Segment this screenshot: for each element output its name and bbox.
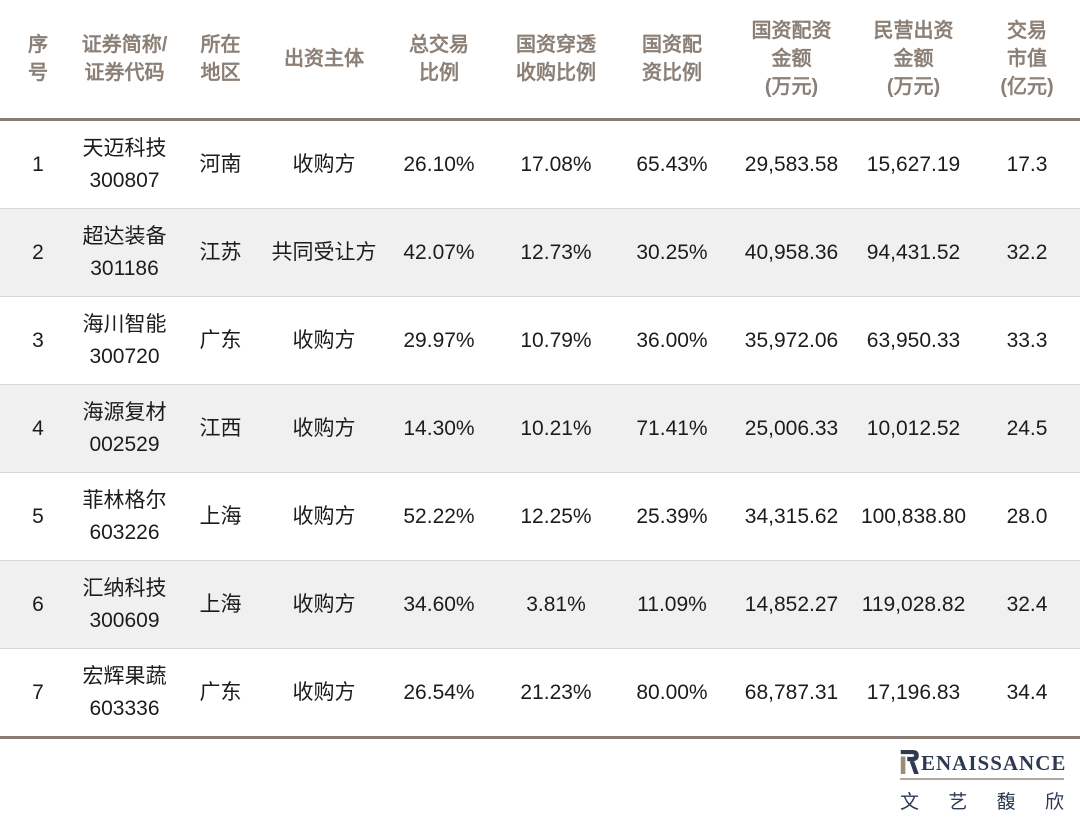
- table-row: 6 汇纳科技 300609 上海 收购方 34.60% 3.81% 11.09% 14,852…: [0, 560, 1080, 649]
- table-cell: 河南: [199, 152, 242, 176]
- column-header: 证券简称/ 证券代码: [76, 0, 173, 121]
- table-cell: 12.73%: [520, 240, 592, 264]
- table-cell: 32.2: [1006, 240, 1048, 264]
- renaissance-wordmark: ENAISSANCE: [900, 750, 1067, 775]
- table-cell: 21.23%: [520, 680, 592, 704]
- table-cell: 34.4: [1006, 680, 1048, 704]
- table-cell: 28.0: [1006, 504, 1048, 528]
- table-cell: 3.81%: [526, 592, 586, 616]
- table-cell: 上海: [199, 504, 242, 528]
- table-cell: 10.21%: [520, 416, 592, 440]
- table-row: 7 宏辉果蔬 603336 广东 收购方 26.54% 21.23% 80.00% 68,78…: [0, 649, 1080, 738]
- table-cell: 上海: [199, 592, 242, 616]
- column-header: 国资配资 金额 (万元): [730, 0, 853, 121]
- table-cell: 17,196.83: [866, 680, 961, 704]
- table-row: 1 天迈科技 300807 河南 收购方 26.10% 17.08% 65.43% 29,58…: [0, 120, 1080, 209]
- table-cell: 收购方: [292, 328, 356, 352]
- table-cell: 江西: [199, 416, 242, 440]
- column-header: 总交易 比例: [380, 0, 498, 121]
- table-cell: 65.43%: [636, 152, 708, 176]
- table-cell: 17.3: [1006, 152, 1048, 176]
- column-header: 国资穿透 收购比例: [498, 0, 614, 121]
- table-cell: 34.60%: [403, 592, 475, 616]
- column-header: 民营出资 金额 (万元): [853, 0, 974, 121]
- table-cell: 4: [32, 416, 44, 440]
- table-cell: 2: [32, 240, 44, 264]
- table-cell: 63,950.33: [866, 328, 961, 352]
- table-cell: 52.22%: [403, 504, 475, 528]
- table-cell: 共同受让方: [271, 240, 377, 264]
- table-row: 2 超达装备 301186 江苏 共同受让方 42.07% 12.73% 30.25% 40,…: [0, 208, 1080, 297]
- table-cell: 海源复材 002529: [82, 401, 167, 456]
- table-cell: 6: [32, 592, 44, 616]
- table-cell: 广东: [199, 328, 242, 352]
- table-row: 4 海源复材 002529 江西 收购方 14.30% 10.21% 71.41% 25,00…: [0, 384, 1080, 473]
- table-cell: 10,012.52: [866, 416, 961, 440]
- table-cell: 收购方: [292, 680, 356, 704]
- table-cell: 100,838.80: [860, 504, 967, 528]
- table-cell: 5: [32, 504, 44, 528]
- wordmark-text: ENAISSANCE: [921, 751, 1067, 775]
- table-cell: 收购方: [292, 152, 356, 176]
- footer: ENAISSANCE 文艺馥欣: [0, 739, 1080, 825]
- brand-name-cn: 文艺馥欣: [900, 792, 1064, 813]
- table-cell: 35,972.06: [744, 328, 839, 352]
- securities-data-table: 序 号证券简称/ 证券代码 所在 地区 出资主体 总交易 比例 国资穿透 收购比例 国资配…: [0, 0, 1080, 738]
- table-cell: 119,028.82: [861, 592, 966, 616]
- table-cell: 广东: [199, 680, 242, 704]
- table-cell: 71.41%: [636, 416, 708, 440]
- column-header: 国资配 资比例: [614, 0, 730, 121]
- table-cell: 收购方: [292, 504, 356, 528]
- table-cell: 14,852.27: [744, 592, 839, 616]
- column-header: 所在 地区: [173, 0, 268, 121]
- table-cell: 25.39%: [636, 504, 708, 528]
- table-cell: 26.54%: [403, 680, 475, 704]
- table-cell: 30.25%: [636, 240, 708, 264]
- table-cell: 11.09%: [637, 592, 707, 616]
- table-cell: 7: [32, 680, 44, 704]
- table-cell: 36.00%: [636, 328, 708, 352]
- column-header: 出资主体: [268, 0, 380, 121]
- table-cell: 超达装备 301186: [82, 225, 167, 280]
- table-cell: 汇纳科技 300609: [82, 577, 167, 632]
- table-cell: 10.79%: [520, 328, 592, 352]
- table-cell: 宏辉果蔬 603336: [82, 665, 167, 720]
- table-cell: 收购方: [292, 416, 356, 440]
- table-cell: 42.07%: [403, 240, 475, 264]
- table-cell: 68,787.31: [744, 680, 839, 704]
- table-cell: 34,315.62: [744, 504, 839, 528]
- table-row: 3 海川智能 300720 广东 收购方 29.97% 10.79% 36.00% 35,97…: [0, 297, 1080, 385]
- table-cell: 江苏: [199, 240, 242, 264]
- table-cell: 25,006.33: [744, 416, 839, 440]
- table-cell: 26.10%: [403, 152, 475, 176]
- column-header: 交易 市值 (亿元): [974, 0, 1080, 121]
- table-cell: 32.4: [1006, 592, 1048, 616]
- column-header: 序 号: [0, 0, 76, 121]
- table-cell: 14.30%: [403, 416, 475, 440]
- table-cell: 3: [32, 328, 44, 352]
- table-cell: 15,627.19: [866, 152, 961, 176]
- table-header: 序 号证券简称/ 证券代码 所在 地区 出资主体 总交易 比例 国资穿透 收购比例 国资配…: [0, 0, 1080, 121]
- table-cell: 17.08%: [520, 152, 592, 176]
- table-cell: 94,431.52: [866, 240, 961, 264]
- brand-logo: ENAISSANCE 文艺馥欣: [900, 750, 1067, 814]
- table-cell: 29,583.58: [744, 152, 839, 176]
- brand-r-icon: [900, 750, 921, 774]
- table-cell: 40,958.36: [744, 240, 839, 264]
- table-body: 1 天迈科技 300807 河南 收购方 26.10% 17.08% 65.43% 29,58…: [0, 120, 1080, 738]
- brand-rule: [900, 778, 1064, 780]
- table-cell: 海川智能 300720: [82, 313, 167, 368]
- table-cell: 80.00%: [636, 680, 708, 704]
- table-cell: 33.3: [1006, 328, 1048, 352]
- table-cell: 24.5: [1006, 416, 1048, 440]
- table-cell: 1: [32, 152, 44, 176]
- table-cell: 收购方: [292, 592, 356, 616]
- table-cell: 12.25%: [520, 504, 592, 528]
- table-row: 5 菲林格尔 603226 上海 收购方 52.22% 12.25% 25.39% 34,31…: [0, 473, 1080, 561]
- table-cell: 29.97%: [403, 328, 475, 352]
- table-cell: 天迈科技 300807: [82, 137, 167, 192]
- header-row: 序 号证券简称/ 证券代码 所在 地区 出资主体 总交易 比例 国资穿透 收购比例 国资配…: [0, 0, 1080, 121]
- table-cell: 菲林格尔 603226: [82, 489, 167, 544]
